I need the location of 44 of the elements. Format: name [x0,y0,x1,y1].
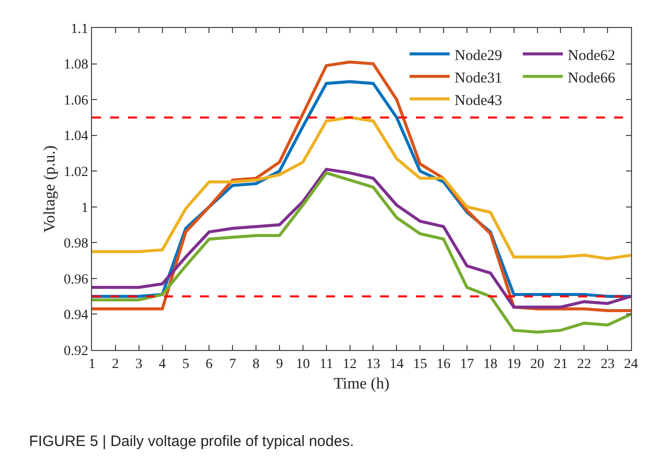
x-tick-label: 9 [276,356,283,372]
x-tick-label: 4 [158,356,166,372]
y-tick-label: 0.96 [64,272,88,288]
y-tick-label: 0.98 [64,236,88,252]
x-tick-label: 23 [600,356,615,372]
legend-label: Node66 [568,70,616,86]
x-tick-label: 16 [436,356,451,372]
y-tick-label: 1 [81,200,88,216]
x-tick-label: 15 [413,356,428,372]
y-tick-label: 1.06 [64,93,88,108]
legend-label: Node62 [568,48,616,64]
x-tick-label: 6 [206,356,213,372]
y-axis-title: Voltage (p.u.) [42,145,59,233]
y-tick-label: 0.94 [64,308,88,324]
x-tick-label: 12 [342,356,357,372]
legend-label: Node31 [454,70,502,86]
x-tick-label: 14 [390,356,404,372]
x-tick-label: 24 [624,356,638,372]
x-tick-label: 22 [577,356,592,372]
x-tick-label: 20 [530,356,544,372]
x-tick-label: 11 [320,356,334,372]
y-tick-label: 1.04 [64,129,88,144]
y-tick-label: 0.92 [64,344,88,359]
line-series [92,171,631,334]
x-tick-label: 21 [554,356,568,372]
x-tick-label: 2 [112,356,119,372]
x-tick-label: 19 [506,356,521,372]
x-axis-title: Time (h) [334,376,390,392]
y-tick-label: 1.1 [70,22,88,37]
x-tick-label: 13 [366,356,380,372]
x-tick-label: 7 [229,356,236,372]
legend-label: Node43 [454,92,502,109]
x-tick-label: 10 [296,356,310,372]
line-series [92,116,631,260]
x-tick-label: 18 [483,356,498,372]
x-tick-label: 3 [135,356,142,372]
y-tick-label: 1.02 [64,165,88,180]
line-series [92,168,631,309]
y-tick-label: 1.08 [64,58,88,73]
x-tick-label: 8 [252,356,260,372]
caption: FIGURE 5 | Daily voltage profile of typical nodes. [29,433,354,450]
x-tick-label: 5 [182,356,190,372]
legend-label: Node29 [454,48,502,64]
x-tick-label: 17 [460,356,474,372]
